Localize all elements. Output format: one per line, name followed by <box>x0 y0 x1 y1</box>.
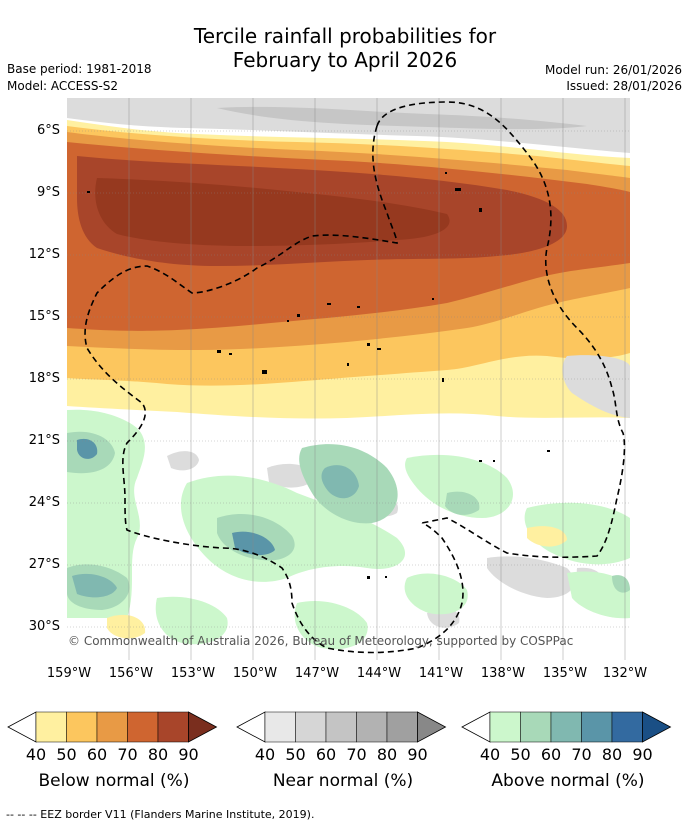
above-normal-70-central <box>232 531 275 556</box>
near-arrow-low <box>236 711 266 743</box>
colorbar-above-normal <box>461 711 672 743</box>
model-name: Model: ACCESS-S2 <box>7 79 119 93</box>
model-run: Model run: 26/01/2026 <box>544 63 682 77</box>
below-swatch-70 <box>127 711 159 743</box>
base-period: Base period: 1981-2018 <box>7 62 152 76</box>
near-tick-50: 50 <box>285 745 306 764</box>
near-normal-region-north-inner <box>217 106 587 130</box>
above-normal-50-east-central <box>445 491 480 515</box>
above-normal-40-east-central <box>405 454 513 518</box>
above-swatch-70 <box>581 711 613 743</box>
issued-date: Issued: 28/01/2026 <box>566 79 682 93</box>
map-title-line2: February to April 2026 <box>232 48 458 72</box>
above-tick-40: 40 <box>479 745 501 764</box>
below-normal-patch-south <box>527 526 567 547</box>
eez-legend-note: -- -- -- EEZ border V11 (Flanders Marine… <box>6 808 315 821</box>
near-swatch-70 <box>356 711 388 743</box>
above-swatch-80 <box>611 711 643 743</box>
near-swatch-50 <box>295 711 327 743</box>
lat-label-21s: 21°S <box>28 433 60 448</box>
eez-borders <box>84 101 626 654</box>
lon-label-144w: 144°W <box>356 666 402 681</box>
eez-border-east <box>376 101 626 559</box>
legend-above-normal-title: Above normal (%) <box>491 771 645 791</box>
above-tick-90: 90 <box>632 745 653 764</box>
lon-label-141w: 141°W <box>418 666 464 681</box>
near-normal-region-north <box>67 98 630 153</box>
lat-label-6s: 6°S <box>36 123 60 138</box>
above-normal-70-west <box>77 438 98 459</box>
above-swatch-60 <box>550 711 582 743</box>
map-canvas <box>67 98 630 660</box>
legend-colorbars <box>7 711 672 743</box>
islands <box>87 172 550 579</box>
below-swatch-60 <box>96 711 128 743</box>
colorbar-below-normal <box>7 711 218 743</box>
below-normal-patch-southwest <box>107 614 146 639</box>
above-arrow-low <box>461 711 491 743</box>
lon-label-135w: 135°W <box>542 666 588 681</box>
lat-label-27s: 27°S <box>28 557 60 572</box>
lon-label-159w: 159°W <box>46 666 92 681</box>
below-tick-40: 40 <box>25 745 47 764</box>
lat-label-9s: 9°S <box>36 185 60 200</box>
below-swatch-40 <box>35 711 67 743</box>
map-graticule <box>67 98 630 660</box>
near-tick-80: 80 <box>376 745 398 764</box>
below-swatch-80 <box>157 711 189 743</box>
lon-label-132w: 132°W <box>602 666 648 681</box>
above-tick-50: 50 <box>510 745 531 764</box>
above-arrow-high <box>642 711 672 743</box>
above-normal-60-southwest <box>72 573 117 598</box>
lat-label-24s: 24°S <box>28 495 60 510</box>
legend-below-normal-title: Below normal (%) <box>38 771 190 791</box>
above-tick-80: 80 <box>601 745 623 764</box>
near-normal-region-east <box>562 355 630 418</box>
below-swatch-50 <box>66 711 98 743</box>
below-tick-90: 90 <box>178 745 199 764</box>
lat-label-15s: 15°S <box>28 309 60 324</box>
lat-label-12s: 12°S <box>28 247 60 262</box>
above-normal-50-southeast <box>612 575 630 593</box>
below-tick-60: 60 <box>86 745 108 764</box>
near-tick-60: 60 <box>315 745 337 764</box>
above-normal-40-south <box>155 596 228 645</box>
colorbar-near-normal <box>236 711 447 743</box>
above-normal-40-south-3 <box>404 573 468 615</box>
eez-border-west <box>84 125 464 654</box>
near-swatch-80 <box>386 711 418 743</box>
map-title-line1: Tercile rainfall probabilities for <box>193 24 497 48</box>
above-swatch-40 <box>489 711 521 743</box>
lon-label-138w: 138°W <box>480 666 526 681</box>
near-tick-70: 70 <box>346 745 367 764</box>
below-arrow-high <box>188 711 218 743</box>
lat-label-30s: 30°S <box>28 619 60 634</box>
lon-label-153w: 153°W <box>170 666 216 681</box>
lon-label-147w: 147°W <box>294 666 340 681</box>
near-normal-patch-4 <box>487 556 575 598</box>
below-tick-70: 70 <box>117 745 138 764</box>
below-normal-80-core <box>95 178 450 246</box>
lat-label-18s: 18°S <box>28 371 60 386</box>
near-swatch-40 <box>264 711 296 743</box>
above-normal-40-central <box>180 475 406 582</box>
lon-label-150w: 150°W <box>232 666 278 681</box>
above-swatch-50 <box>520 711 552 743</box>
below-tick-50: 50 <box>56 745 77 764</box>
above-normal-40-east <box>524 502 630 565</box>
probability-map <box>67 98 630 660</box>
below-tick-80: 80 <box>147 745 169 764</box>
lon-label-156w: 156°W <box>108 666 154 681</box>
near-tick-90: 90 <box>407 745 428 764</box>
copyright-notice: © Commonwealth of Australia 2026, Bureau… <box>68 634 574 648</box>
above-normal-60-north-central <box>321 465 359 499</box>
below-arrow-low <box>7 711 37 743</box>
near-tick-40: 40 <box>254 745 276 764</box>
legend-near-normal-title: Near normal (%) <box>272 771 414 791</box>
near-swatch-60 <box>325 711 357 743</box>
near-arrow-high <box>417 711 447 743</box>
above-tick-60: 60 <box>540 745 562 764</box>
above-tick-70: 70 <box>571 745 592 764</box>
